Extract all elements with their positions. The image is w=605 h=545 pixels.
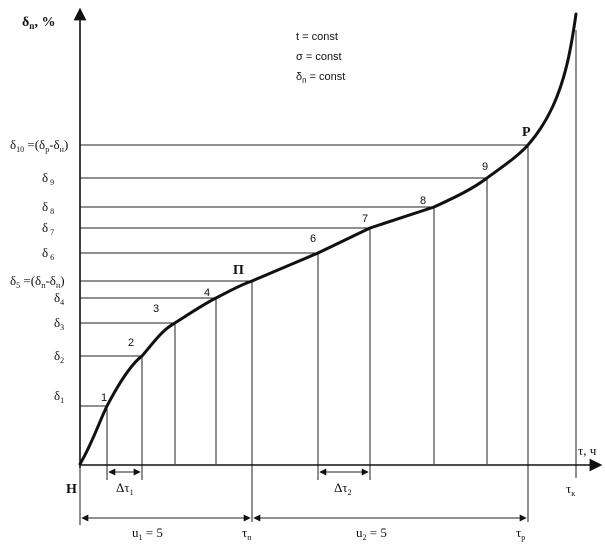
dt1-label: Δτ1 [116,480,134,497]
point-label-7: 7 [362,213,368,225]
vertical-guides [106,30,577,522]
u2-label: u2 = 5 [356,525,387,542]
curve-point-labels: 1 2 3 4 6 7 8 9 [101,161,488,404]
point-p-label: Р [522,125,531,140]
u1-label: u1 = 5 [132,525,163,542]
y-tick-d4: δ4 [54,290,64,307]
point-label-3: 3 [153,303,159,315]
condition-t: t = const [296,31,338,43]
y-tick-d3: δ3 [54,315,64,332]
creep-curve [78,12,578,466]
y-tick-d1: δ1 [54,388,64,405]
tau-k-label: τк [566,481,575,498]
x-axis-title: τ, ч [578,443,597,458]
y-tick-d10: δ10 =(δр-δн) [10,137,68,154]
y-tick-d5: δ5 =(δп-δн) [10,273,65,290]
horizontal-guides [80,144,528,407]
point-label-2: 2 [128,337,134,349]
y-tick-d2: δ2 [54,348,64,365]
point-label-4: 4 [204,287,210,299]
tau-n-label: τп [242,525,252,542]
point-label-6: 6 [310,233,316,245]
dt2-label: Δτ2 [334,480,352,497]
point-label-8: 8 [420,195,426,207]
point-label-9: 9 [482,161,488,173]
point-label-1: 1 [101,392,107,404]
tau-p-label: τр [516,525,525,542]
condition-delta: δп = const [296,71,345,85]
origin-label: Н [66,482,77,497]
y-axis-title: δп, % [22,15,55,31]
condition-sigma: σ = const [296,51,342,63]
point-pi-label: П [233,263,244,278]
